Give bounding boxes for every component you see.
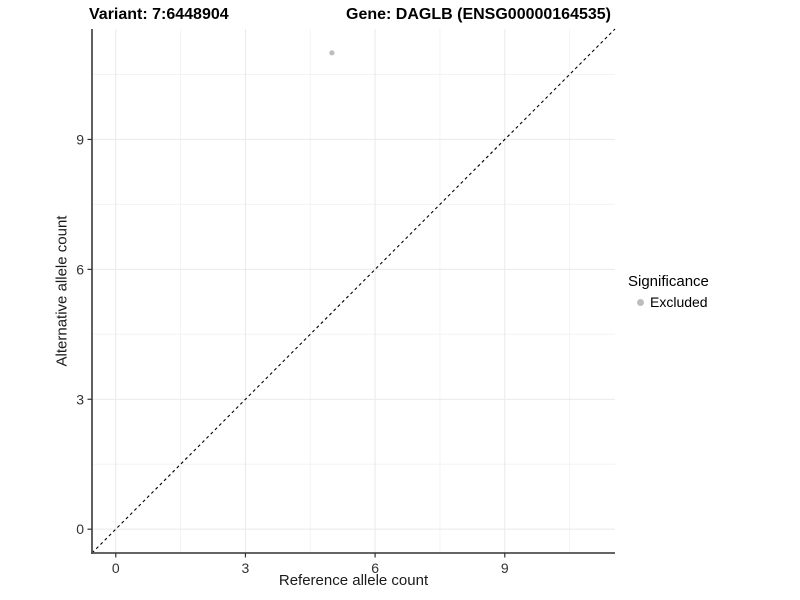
x-tick-label: 6 — [371, 560, 379, 576]
x-tick-label: 9 — [501, 560, 509, 576]
legend-point-icon — [637, 298, 644, 306]
y-axis-label: Alternative allele count — [53, 215, 71, 367]
data-point — [329, 50, 335, 56]
y-tick-label: 9 — [76, 131, 84, 147]
legend: Significance Excluded — [628, 273, 709, 310]
legend-title: Significance — [628, 273, 709, 290]
x-axis-label: Reference allele count — [278, 572, 429, 589]
x-tick-label: 3 — [242, 560, 250, 576]
y-tick-label: 0 — [76, 521, 84, 537]
y-tick-label: 3 — [76, 391, 84, 407]
plot-title-gene: Gene: DAGLB (ENSG00000164535) — [346, 6, 611, 23]
x-tick-label: 0 — [112, 560, 120, 576]
legend-item-excluded: Excluded — [628, 294, 709, 310]
plot-title-variant: Variant: 7:6448904 — [89, 6, 229, 23]
y-tick-label: 6 — [76, 261, 84, 277]
legend-item-label: Excluded — [650, 294, 708, 310]
identity-line — [91, 28, 616, 554]
